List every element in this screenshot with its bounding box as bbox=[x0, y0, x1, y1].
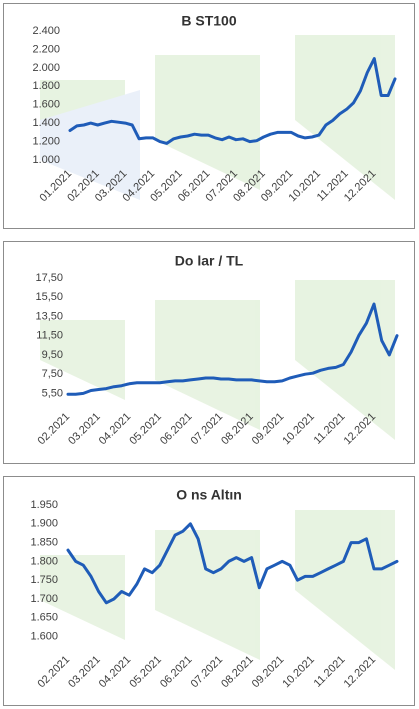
y-tick-label: 2.400 bbox=[32, 25, 60, 37]
y-tick-label: 1.700 bbox=[30, 593, 58, 605]
y-tick-label: 1.600 bbox=[32, 99, 60, 111]
data-line bbox=[66, 522, 399, 605]
y-tick-label: 15,50 bbox=[35, 291, 63, 303]
y-tick-label: 11,50 bbox=[36, 330, 63, 342]
y-tick-label: 1.950 bbox=[30, 499, 58, 511]
y-tick-label: 1.800 bbox=[30, 555, 58, 567]
watermark-shape bbox=[40, 555, 125, 640]
data-line bbox=[68, 57, 397, 145]
y-tick-label: 2.000 bbox=[32, 62, 60, 74]
y-tick-label: 1.850 bbox=[30, 537, 58, 549]
y-tick-label: 1.200 bbox=[32, 135, 60, 147]
y-tick-label: 1.900 bbox=[30, 518, 58, 530]
watermark-shape bbox=[155, 300, 260, 430]
watermark-shape bbox=[40, 80, 125, 160]
y-tick-label: 1.000 bbox=[32, 154, 60, 166]
y-tick-label: 1.400 bbox=[32, 117, 60, 129]
y-tick-label: 13,50 bbox=[35, 310, 63, 322]
watermark-shape bbox=[40, 90, 140, 200]
y-tick-label: 2.200 bbox=[32, 43, 60, 55]
chart-title: Do lar / TL bbox=[175, 253, 244, 269]
watermark bbox=[40, 35, 395, 670]
chart-title: O ns Altın bbox=[176, 487, 242, 503]
watermark-shape bbox=[155, 55, 260, 190]
y-tick-label: 1.750 bbox=[30, 574, 58, 586]
y-tick-label: 1.800 bbox=[32, 80, 60, 92]
y-tick-label: 1.600 bbox=[30, 631, 58, 643]
watermark-shape bbox=[155, 530, 260, 660]
panel bbox=[3, 476, 415, 706]
chart-title: B ST100 bbox=[181, 13, 236, 29]
panel bbox=[3, 241, 415, 464]
data-line bbox=[66, 302, 399, 396]
panel bbox=[3, 3, 415, 229]
watermark-shape bbox=[295, 35, 395, 200]
watermark-shape bbox=[40, 320, 125, 400]
y-tick-label: 5,50 bbox=[42, 387, 63, 399]
panels bbox=[3, 3, 415, 706]
y-tick-label: 1.650 bbox=[30, 612, 58, 624]
y-tick-label: 9,50 bbox=[42, 349, 63, 361]
y-tick-label: 7,50 bbox=[42, 368, 63, 380]
y-tick-label: 17,50 bbox=[35, 272, 63, 284]
